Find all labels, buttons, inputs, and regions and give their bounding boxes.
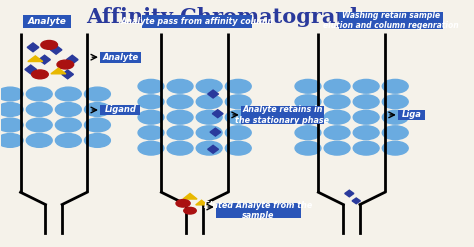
Circle shape bbox=[324, 80, 350, 93]
FancyBboxPatch shape bbox=[100, 104, 140, 115]
Circle shape bbox=[324, 126, 350, 140]
Polygon shape bbox=[62, 70, 73, 79]
Circle shape bbox=[383, 110, 408, 124]
Circle shape bbox=[167, 80, 193, 93]
Circle shape bbox=[84, 87, 110, 101]
Circle shape bbox=[138, 110, 164, 124]
Circle shape bbox=[353, 141, 379, 155]
Circle shape bbox=[0, 118, 23, 132]
Polygon shape bbox=[210, 128, 221, 136]
Polygon shape bbox=[50, 45, 62, 54]
Circle shape bbox=[55, 103, 81, 116]
Circle shape bbox=[57, 60, 73, 69]
Polygon shape bbox=[28, 56, 43, 62]
FancyBboxPatch shape bbox=[23, 15, 71, 28]
FancyBboxPatch shape bbox=[398, 109, 426, 120]
Polygon shape bbox=[208, 90, 219, 98]
Circle shape bbox=[176, 200, 190, 207]
Circle shape bbox=[196, 80, 222, 93]
Circle shape bbox=[32, 70, 48, 79]
Polygon shape bbox=[183, 193, 197, 199]
FancyBboxPatch shape bbox=[339, 12, 443, 29]
Circle shape bbox=[353, 126, 379, 140]
Circle shape bbox=[0, 87, 23, 101]
Text: Washing retain sample
elution and column regenration: Washing retain sample elution and column… bbox=[323, 11, 459, 30]
Polygon shape bbox=[25, 65, 36, 74]
Circle shape bbox=[196, 126, 222, 140]
FancyBboxPatch shape bbox=[241, 105, 324, 124]
Circle shape bbox=[295, 141, 321, 155]
Circle shape bbox=[225, 126, 251, 140]
Polygon shape bbox=[51, 68, 66, 74]
Circle shape bbox=[0, 103, 23, 116]
Circle shape bbox=[55, 87, 81, 101]
Circle shape bbox=[138, 141, 164, 155]
Circle shape bbox=[41, 41, 57, 49]
Text: Analyte retains in
the stationary phase: Analyte retains in the stationary phase bbox=[236, 105, 329, 124]
Circle shape bbox=[138, 95, 164, 109]
FancyBboxPatch shape bbox=[142, 15, 252, 28]
Circle shape bbox=[225, 95, 251, 109]
Circle shape bbox=[383, 80, 408, 93]
Text: Analyte: Analyte bbox=[102, 53, 138, 62]
Circle shape bbox=[138, 80, 164, 93]
Polygon shape bbox=[208, 145, 219, 153]
Circle shape bbox=[295, 95, 321, 109]
Circle shape bbox=[84, 134, 110, 147]
Circle shape bbox=[55, 134, 81, 147]
Circle shape bbox=[167, 110, 193, 124]
Circle shape bbox=[27, 118, 52, 132]
Circle shape bbox=[27, 134, 52, 147]
Polygon shape bbox=[196, 200, 207, 205]
Text: Analyte: Analyte bbox=[27, 17, 66, 26]
Circle shape bbox=[196, 141, 222, 155]
Circle shape bbox=[167, 126, 193, 140]
Circle shape bbox=[353, 110, 379, 124]
Circle shape bbox=[383, 95, 408, 109]
Polygon shape bbox=[27, 43, 39, 52]
Text: Analyte pass from affinity column: Analyte pass from affinity column bbox=[120, 17, 273, 26]
Circle shape bbox=[295, 126, 321, 140]
Circle shape bbox=[84, 103, 110, 116]
Circle shape bbox=[295, 80, 321, 93]
Circle shape bbox=[84, 118, 110, 132]
Circle shape bbox=[383, 126, 408, 140]
Circle shape bbox=[324, 95, 350, 109]
Circle shape bbox=[324, 110, 350, 124]
Circle shape bbox=[167, 95, 193, 109]
Polygon shape bbox=[39, 55, 50, 64]
Polygon shape bbox=[66, 55, 78, 64]
FancyBboxPatch shape bbox=[216, 203, 301, 218]
Circle shape bbox=[196, 110, 222, 124]
Text: Liga: Liga bbox=[401, 110, 421, 119]
Circle shape bbox=[196, 95, 222, 109]
Text: Eluted Analyte from the
sample: Eluted Analyte from the sample bbox=[204, 201, 312, 220]
Polygon shape bbox=[345, 190, 354, 197]
Circle shape bbox=[353, 95, 379, 109]
Circle shape bbox=[353, 80, 379, 93]
Circle shape bbox=[27, 103, 52, 116]
Circle shape bbox=[383, 141, 408, 155]
Polygon shape bbox=[352, 198, 360, 204]
Circle shape bbox=[225, 80, 251, 93]
Circle shape bbox=[184, 207, 196, 214]
Circle shape bbox=[0, 134, 23, 147]
Circle shape bbox=[324, 141, 350, 155]
Circle shape bbox=[225, 141, 251, 155]
Circle shape bbox=[167, 141, 193, 155]
FancyBboxPatch shape bbox=[100, 52, 141, 62]
Text: Affinity Chromatography: Affinity Chromatography bbox=[86, 7, 377, 27]
Polygon shape bbox=[212, 110, 223, 118]
Circle shape bbox=[55, 118, 81, 132]
Circle shape bbox=[225, 110, 251, 124]
Circle shape bbox=[138, 126, 164, 140]
Circle shape bbox=[295, 110, 321, 124]
Text: Ligand: Ligand bbox=[104, 105, 136, 115]
Circle shape bbox=[27, 87, 52, 101]
